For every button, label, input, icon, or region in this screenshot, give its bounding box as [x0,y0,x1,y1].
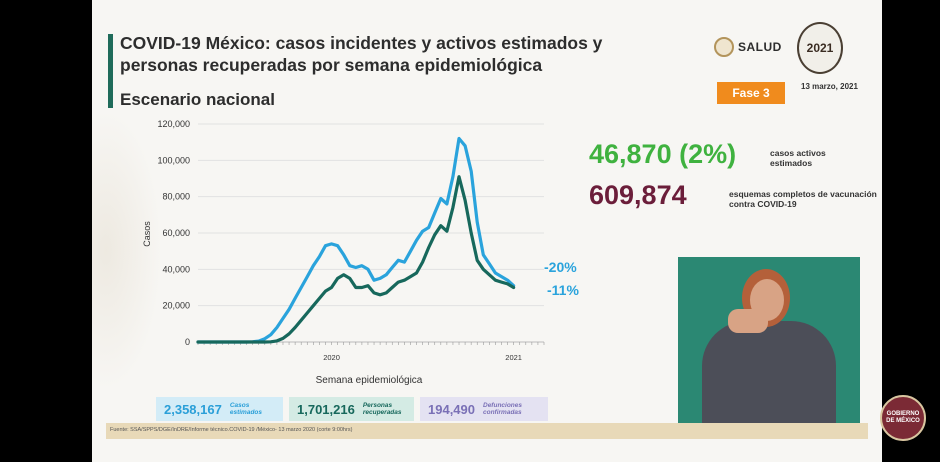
active-cases-value: 46,870 (2%) [589,139,737,169]
total-cases-box: 2,358,167 Casos estimados [156,397,283,421]
y-tick-label: 100,000 [157,155,190,165]
salud-logo: SALUD [714,36,782,58]
recovered-series-line [196,175,516,344]
y-axis-label: Casos [142,221,152,247]
source-note: Fuente: SSA/SPPS/DGE/InDRE/Informe técni… [110,427,353,433]
gobierno-mexico-badge: GOBIERNO DE MÉXICO [880,395,926,441]
total-recovered-label: Personas recuperadas [362,402,402,416]
sign-language-interpreter-video [678,257,860,429]
y-tick-label: 80,000 [162,192,190,202]
y-tick-label: 20,000 [162,301,190,311]
x-axis-label: Semana epidemiológica [316,375,423,386]
decorative-pattern [92,110,162,390]
total-cases-label: Casos estimados [229,402,262,416]
interpreter-hands [728,309,768,333]
footer-bar [106,423,868,439]
interpreter-body [702,321,836,429]
year-label: 2020 [323,353,340,362]
total-recovered-box: 1,701,216 Personas recuperadas [289,397,414,421]
logo-2021: 2021 [797,22,843,74]
page-subtitle: Escenario nacional [120,90,275,109]
y-tick-label: 60,000 [162,228,190,238]
y-tick-label: 120,000 [157,119,190,129]
page-title: COVID-19 México: casos incidentes y acti… [120,33,603,75]
total-deaths-box: 194,490 Defunciones confirmadas [420,397,548,421]
slide: COVID-19 México: casos incidentes y acti… [92,0,882,462]
y-tick-label: 40,000 [162,264,190,274]
salud-emblem-icon [714,37,734,57]
vaccination-value: 609,874 [589,180,687,210]
total-recovered-value: 1,701,216 [297,401,355,417]
active-cases-label: casos activos estimados [770,148,826,168]
phase-badge: Fase 3 [717,82,785,104]
total-deaths-value: 194,490 [428,401,475,417]
annotation-active-change: -11% [547,282,579,298]
total-deaths-label: Defunciones confirmadas [483,402,523,416]
vaccination-label: esquemas completos de vacunación contra … [729,189,877,209]
annotation-cases-change: -20% [544,259,577,275]
total-cases-value: 2,358,167 [164,401,222,417]
totals-row: 2,358,167 Casos estimados 1,701,216 Pers… [156,397,548,421]
year-label: 2021 [505,353,522,362]
salud-logo-text: SALUD [738,40,782,54]
y-tick-label: 0 [185,337,190,347]
slide-date: 13 marzo, 2021 [801,82,858,91]
line-chart: 020,00040,00060,00080,000100,000120,000 … [142,119,579,386]
title-accent-bar [108,34,113,108]
cases-series-line [196,136,516,344]
